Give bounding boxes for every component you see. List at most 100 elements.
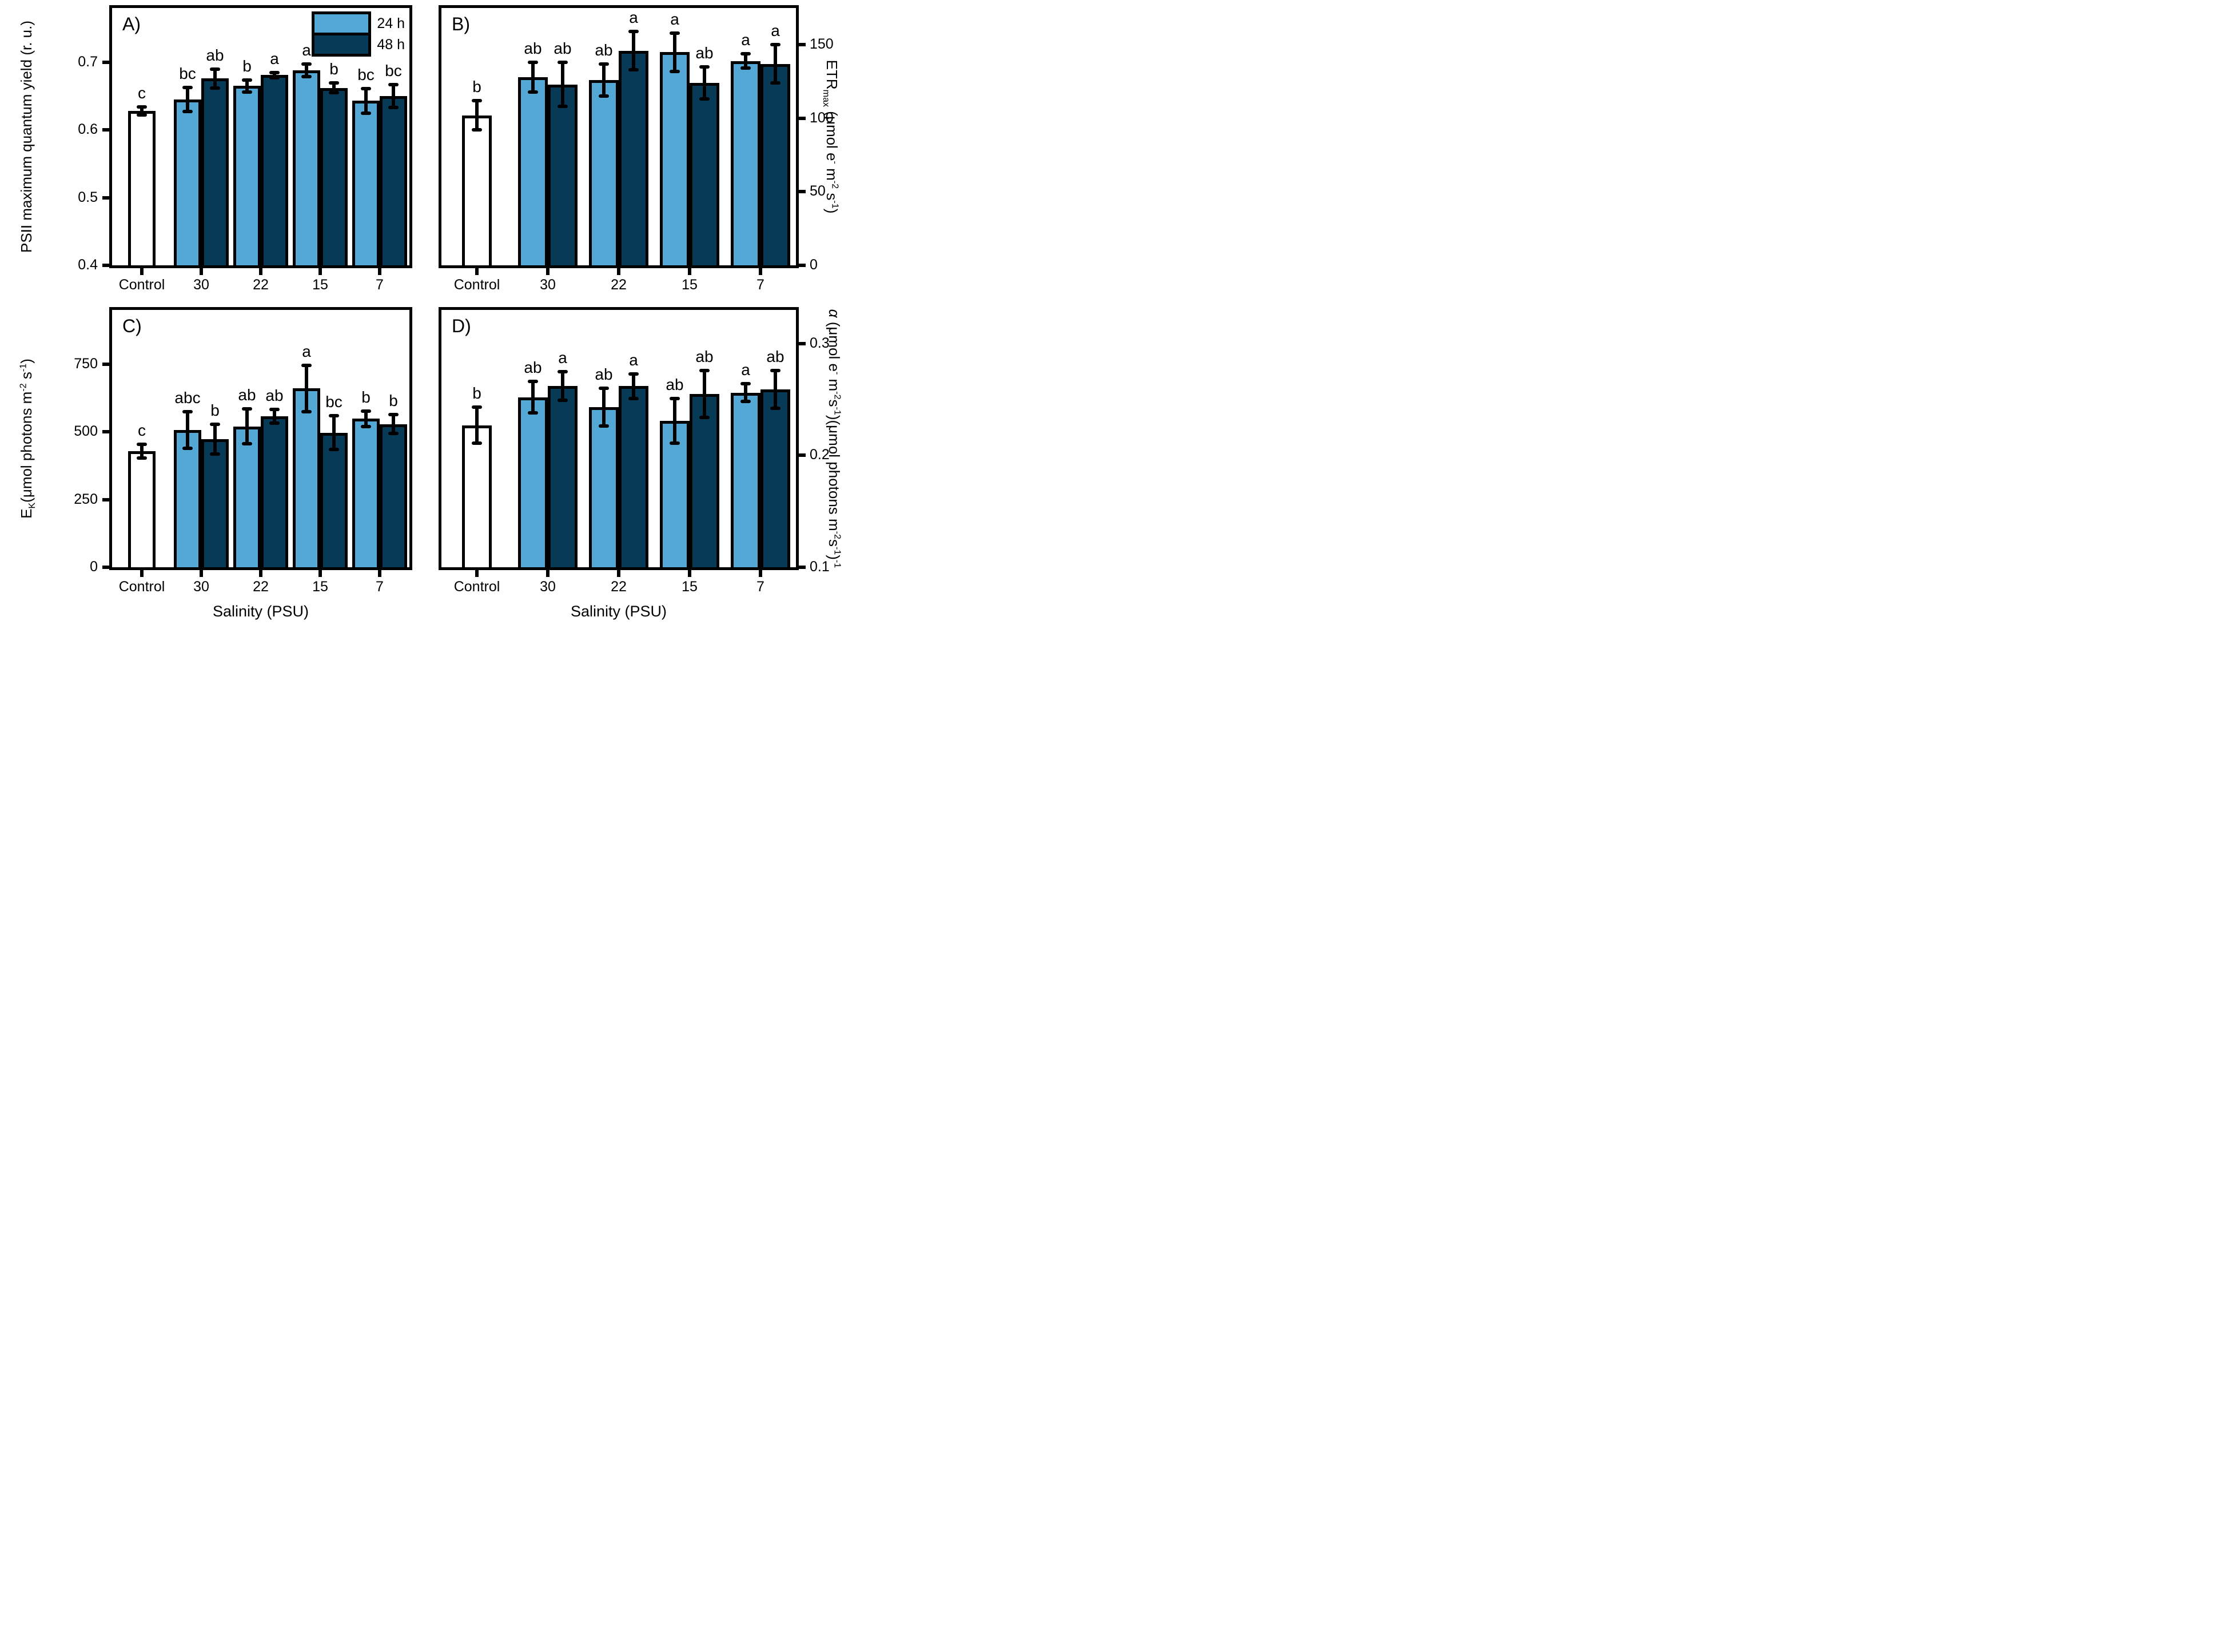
error-bar-cap-top [182,409,193,413]
y-axis-title: PSII maximum quantum yield (r. u.) [18,21,35,253]
error-bar [140,106,144,116]
significance-letter: bc [179,64,196,82]
error-bar [703,66,706,99]
legend-swatch-48h [312,33,372,57]
error-bar [364,411,368,427]
bar-22-48h [619,386,648,567]
error-bar-cap-top [599,62,609,66]
y-axis-tick [102,196,109,200]
significance-letter: a [302,343,311,361]
y-axis-tick [102,566,109,569]
error-bar-cap-top [329,414,339,418]
x-category-label: 30 [193,277,209,293]
x-category-label: 30 [540,579,556,595]
error-bar-cap-top [137,443,147,447]
y-axis-tick [799,190,806,194]
axis-label-segment: -1 [832,547,843,555]
significance-letter: a [558,348,567,367]
axis-label-segment: -2 [18,383,29,392]
x-axis-tick [759,570,762,577]
x-axis-tick [688,570,691,577]
error-bar-cap-bottom [137,113,147,117]
significance-letter: c [138,83,146,102]
error-bar-cap-top [361,409,371,413]
error-bar-cap-bottom [599,424,609,428]
bar-7-24h [731,61,760,265]
y-tick-label: 250 [74,491,98,507]
error-bar [632,373,635,399]
error-bar-cap-top [670,31,680,35]
error-bar-cap-bottom [472,128,482,132]
error-bar-cap-top [670,396,680,400]
legend: 24 h 48 h [312,11,405,57]
bar-22-48h [261,75,288,265]
panel-letter: C) [122,316,142,336]
error-bar-cap-top [210,67,220,71]
error-bar-cap-top [770,43,781,47]
error-bar-cap-bottom [670,441,680,445]
x-axis-tick [200,268,203,275]
significance-letter: a [771,22,780,40]
error-bar-cap-bottom [628,68,639,71]
significance-letter: ab [524,39,542,58]
bar-22-24h [233,86,261,265]
y-tick-label: 0 [810,257,818,273]
y-tick-label: 0.3 [810,335,830,351]
error-bar-cap-bottom [301,409,312,413]
x-category-label: 7 [756,579,764,595]
bar-30-24h [518,397,548,567]
error-bar-cap-top [388,82,399,86]
bar-Control-Control [128,451,156,567]
bar-22-24h [589,80,619,265]
error-bar [364,88,368,113]
error-bar [774,370,777,409]
x-axis-title: Salinity (PSU) [570,603,667,620]
error-bar-cap-top [699,368,710,372]
error-bar [673,398,676,443]
bar-30-48h [548,84,578,265]
x-axis-tick [318,268,322,275]
error-bar-cap-top [770,368,781,372]
error-bar [561,371,564,401]
x-axis-tick [378,268,381,275]
error-bar-cap-top [528,61,538,65]
significance-letter: b [329,60,339,78]
y-axis-tick [799,453,806,457]
error-bar-cap-bottom [301,74,312,78]
bar-7-48h [760,63,790,265]
significance-letter: ab [524,359,542,377]
error-bar [602,388,606,427]
error-bar-cap-bottom [670,69,680,73]
axis-label-segment: α [826,309,843,322]
error-bar-cap-bottom [388,106,399,110]
bar-15-48h [690,83,719,265]
error-bar [703,370,706,417]
significance-letter: bc [325,393,343,411]
error-bar-cap-top [137,105,147,109]
bar-Control-Control [128,111,156,265]
x-category-label: Control [118,277,165,293]
y-axis-title: α (μmol e- m-2s-1)(μmol photons m-2s-1)-… [826,309,843,568]
error-bar [632,31,635,70]
significance-letter: a [629,351,638,369]
significance-letter: ab [595,41,613,59]
error-bar-cap-bottom [388,432,399,436]
significance-letter: a [629,9,638,27]
significance-letter: a [670,10,679,28]
x-axis-tick [546,268,549,275]
x-axis-tick [140,268,144,275]
y-axis-title: EK(μmol photons m-2 s-1) [18,359,37,519]
error-bar [744,384,747,402]
error-bar [531,62,535,92]
bar-15-48h [320,432,348,567]
error-bar-cap-top [301,364,312,368]
panel-letter: D) [452,316,471,336]
bar-22-48h [619,50,648,265]
error-bar [273,72,276,78]
error-bar-cap-bottom [329,91,339,95]
x-axis-tick [475,268,479,275]
error-bar-cap-bottom [599,94,609,98]
axis-label-segment: -1 [832,560,843,568]
error-bar-cap-bottom [269,75,280,79]
bar-15-48h [320,87,348,265]
